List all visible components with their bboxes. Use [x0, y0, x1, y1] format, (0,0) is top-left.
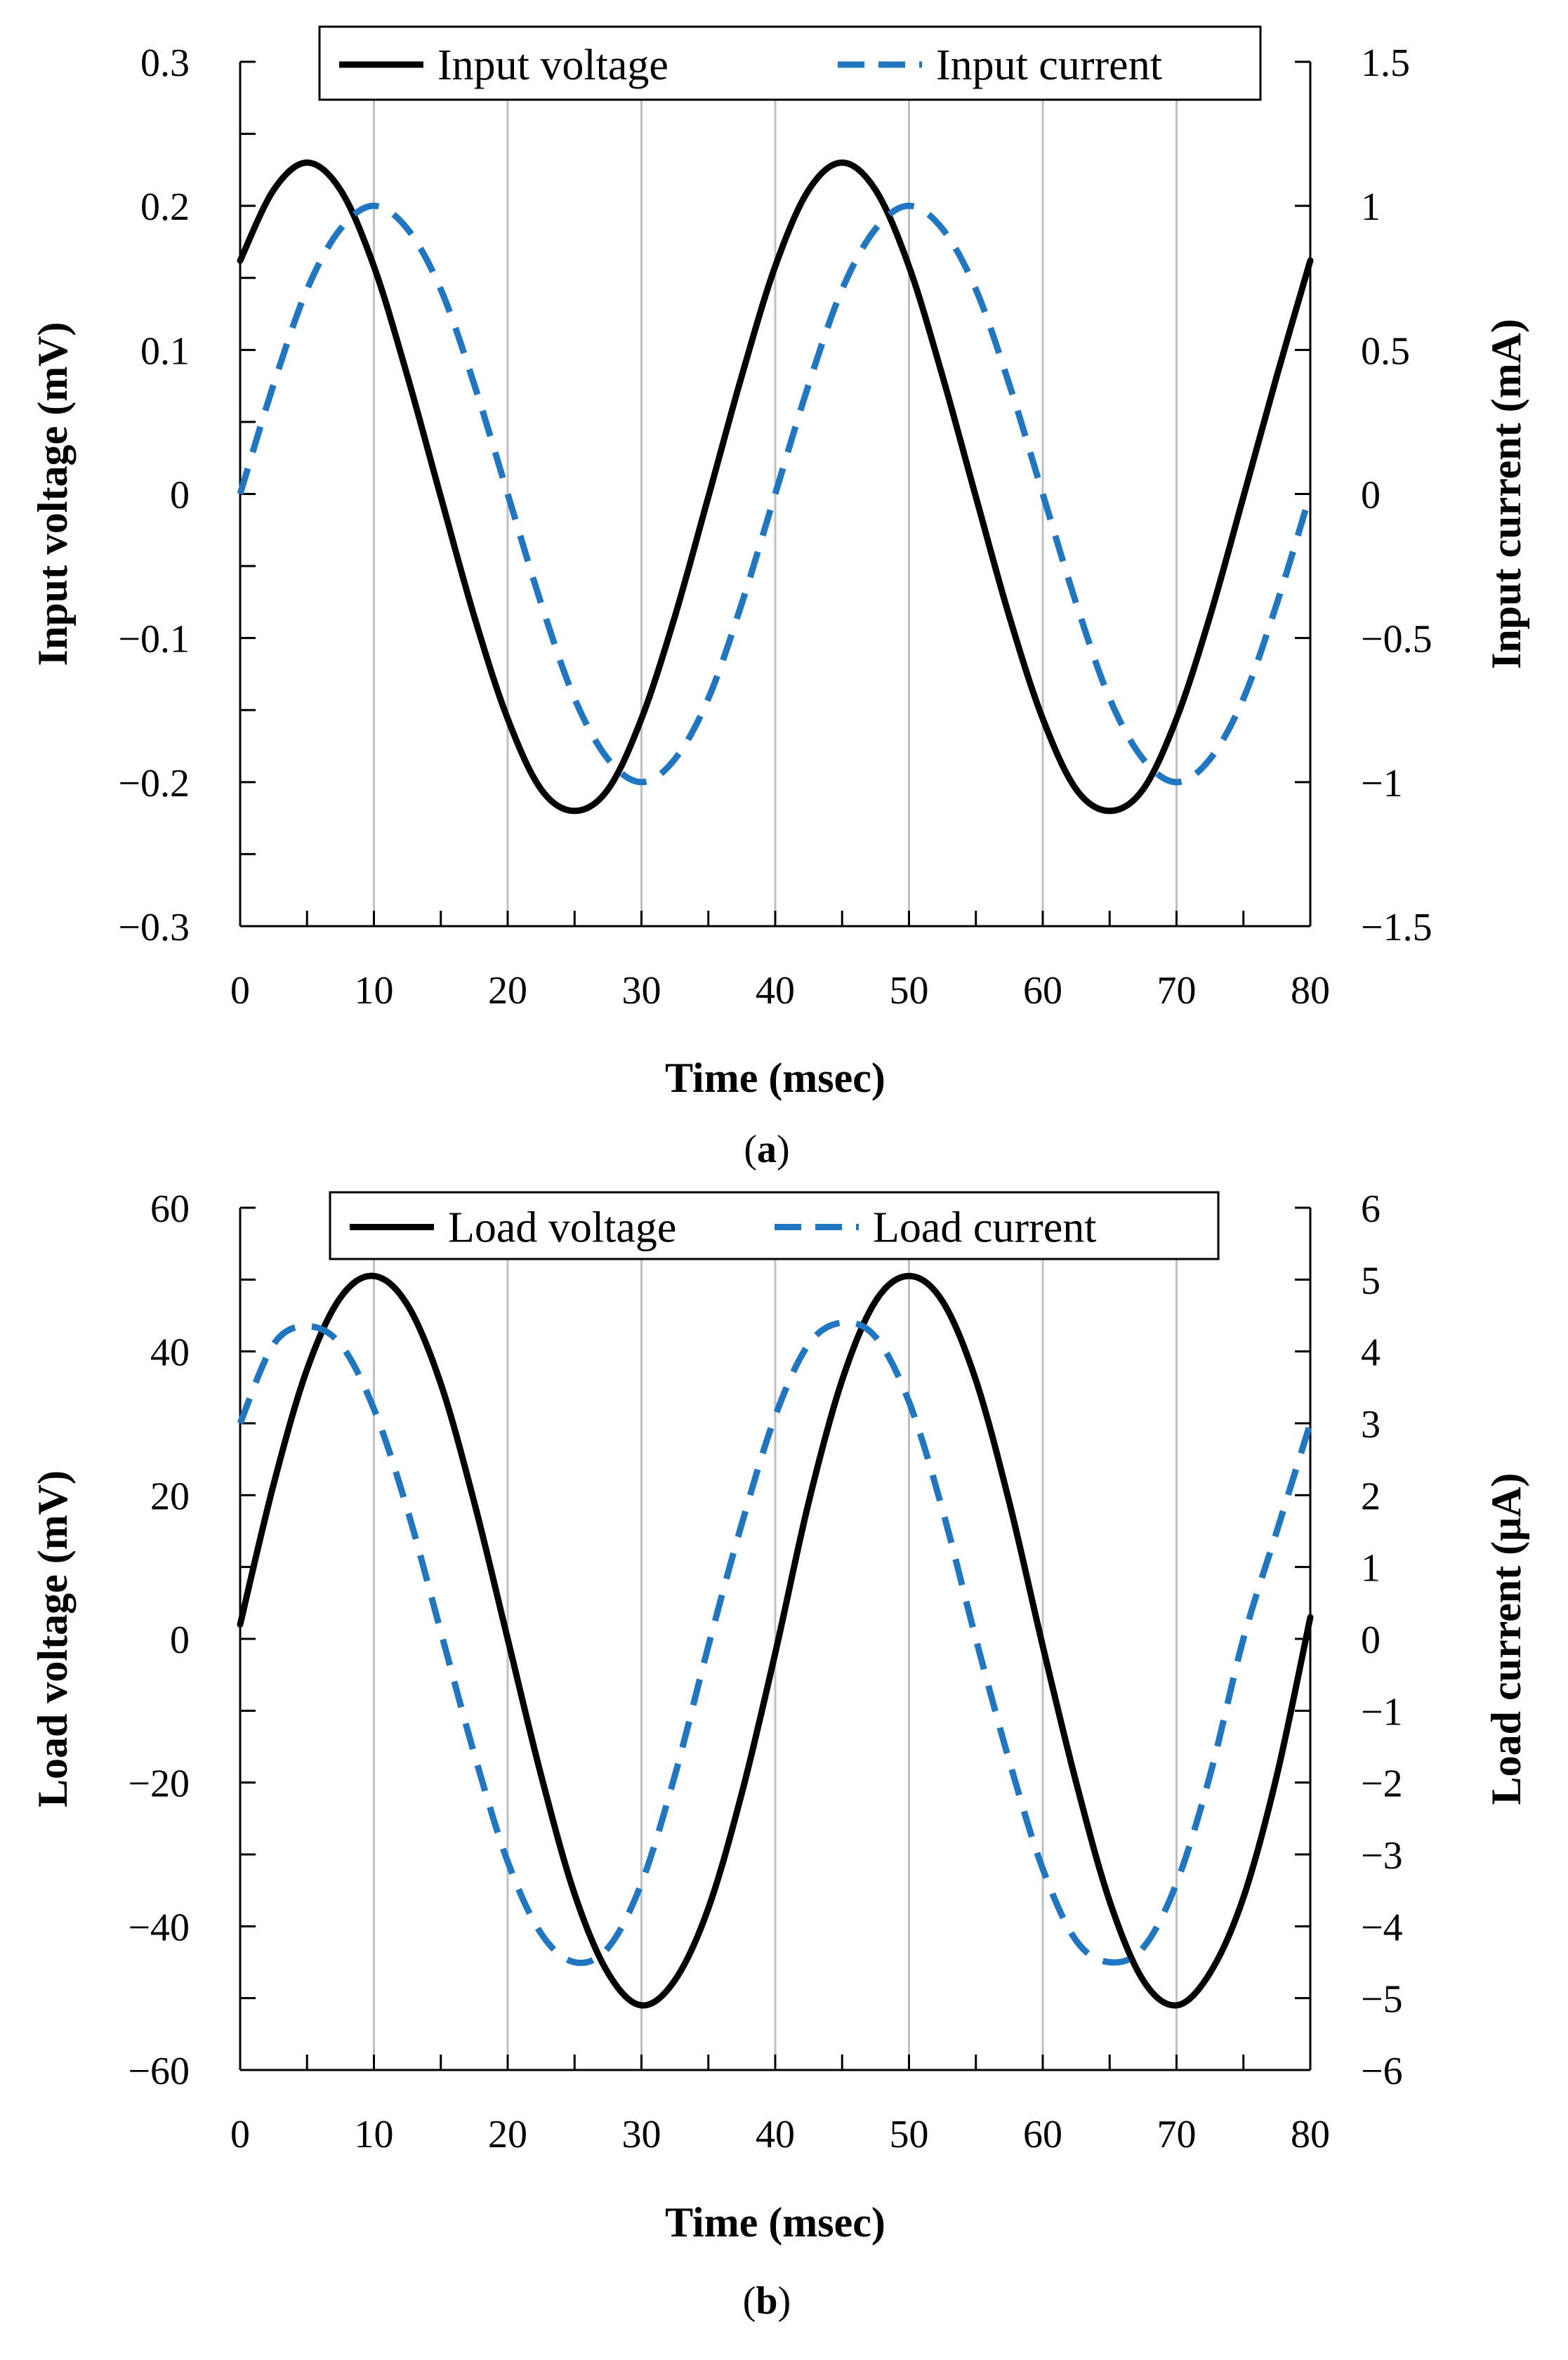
- chart-panel-b: 0 10 20 30 40 50 60 70 806040200−20−40−606543210…: [29, 1187, 1529, 2323]
- y-left-tick-label-b: 40: [150, 1331, 190, 1375]
- panel-caption-b: (b): [743, 2279, 791, 2323]
- y-right-tick-label-b: 1: [1361, 1547, 1381, 1590]
- y-right-tick-label-b: 0: [1361, 1619, 1381, 1662]
- y-left-tick-label-a: −0.3: [118, 906, 190, 949]
- x-tick-label-b: 30: [622, 2113, 661, 2156]
- y-right-tick-label-b: 4: [1361, 1331, 1381, 1375]
- x-tick-label-b: 40: [756, 2113, 795, 2156]
- y-left-tick-label-b: 20: [150, 1475, 190, 1518]
- y-right-tick-label-a: −1: [1361, 762, 1403, 805]
- y-right-axis-title-a: Input current (mA): [1483, 319, 1529, 669]
- legend-box-a: [318, 25, 1262, 101]
- y-left-tick-label-b: −20: [128, 1762, 190, 1806]
- x-tick-label-b: 70: [1157, 2113, 1197, 2156]
- legend-label-b-1: Load current: [873, 1204, 1096, 1252]
- x-tick-label-b: 80: [1291, 2113, 1330, 2156]
- y-left-tick-label-a: 0.1: [140, 329, 190, 373]
- x-tick-label-b: 50: [890, 2113, 929, 2156]
- y-right-axis-title-b: Load current (μA): [1483, 1473, 1529, 1805]
- y-right-tick-label-b: 2: [1361, 1475, 1381, 1518]
- y-right-tick-label-b: −3: [1361, 1834, 1403, 1878]
- y-right-tick-label-a: 1: [1361, 185, 1381, 229]
- y-left-tick-label-a: −0.2: [118, 762, 190, 805]
- y-right-tick-label-a: 0.5: [1361, 329, 1410, 373]
- y-right-tick-label-b: −6: [1361, 2050, 1403, 2093]
- caption-close-b: ): [778, 2279, 791, 2323]
- x-tick-label-a: 70: [1157, 969, 1197, 1013]
- x-tick-label-b: 10: [355, 2113, 394, 2156]
- y-left-tick-label-b: −40: [128, 1906, 190, 1949]
- x-tick-label-a: 10: [355, 969, 394, 1013]
- x-axis-title-a: Time (msec): [665, 1055, 885, 1101]
- caption-letter-a: a: [757, 1128, 777, 1171]
- series-line-a-input-voltage: [237, 159, 1314, 815]
- y-left-tick-label-a: 0.3: [140, 41, 190, 85]
- y-right-tick-label-a: 1.5: [1361, 41, 1410, 85]
- x-tick-label-a: 40: [756, 969, 795, 1013]
- x-tick-label-a: 0: [230, 969, 250, 1013]
- caption-open-a: (: [744, 1128, 757, 1171]
- x-tick-label-b: 0: [230, 2113, 250, 2156]
- legend-label-a-1: Input current: [936, 41, 1162, 89]
- caption-open-b: (: [743, 2279, 756, 2323]
- chart-panel-a: 0 10 20 30 40 50 60 70 800.30.20.10−0.1−0.2−0.31…: [29, 25, 1529, 1171]
- y-left-axis-title-b: Load voltage (mV): [29, 1470, 76, 1807]
- legend-label-b-0: Load voltage: [448, 1204, 676, 1252]
- y-right-tick-label-b: −1: [1361, 1690, 1403, 1734]
- y-left-tick-label-a: 0: [170, 474, 190, 518]
- y-right-tick-label-b: 6: [1361, 1187, 1381, 1231]
- y-left-tick-label-a: −0.1: [118, 618, 190, 661]
- y-right-tick-label-a: 0: [1361, 474, 1381, 518]
- x-axis-title-b: Time (msec): [665, 2199, 885, 2246]
- y-left-tick-label-a: 0.2: [140, 185, 190, 229]
- y-right-tick-label-a: −0.5: [1361, 618, 1432, 661]
- x-tick-label-a: 30: [622, 969, 661, 1013]
- caption-close-a: ): [777, 1128, 790, 1171]
- series-line-b-load-current: [237, 1319, 1314, 1966]
- legend-box-b: [329, 1191, 1220, 1260]
- panel-caption-a: (a): [744, 1128, 789, 1171]
- y-right-tick-label-b: −2: [1361, 1762, 1403, 1806]
- x-tick-label-a: 60: [1023, 969, 1062, 1013]
- series-line-a-input-current: [237, 202, 1314, 786]
- x-tick-label-b: 60: [1023, 2113, 1062, 2156]
- y-right-tick-label-b: −4: [1361, 1906, 1403, 1949]
- caption-letter-b: b: [756, 2279, 777, 2323]
- y-right-tick-label-b: 5: [1361, 1259, 1381, 1303]
- legend-label-a-0: Input voltage: [437, 41, 668, 89]
- x-tick-label-a: 20: [488, 969, 527, 1013]
- y-left-axis-title-a: Input voltage (mV): [29, 322, 76, 666]
- y-left-tick-label-b: −60: [128, 2050, 190, 2093]
- x-tick-label-a: 50: [890, 969, 929, 1013]
- y-right-tick-label-b: 3: [1361, 1403, 1381, 1446]
- series-line-b-load-voltage: [237, 1272, 1314, 2009]
- x-tick-label-a: 80: [1291, 969, 1330, 1013]
- y-right-tick-label-a: −1.5: [1361, 906, 1432, 949]
- y-left-tick-label-b: 60: [150, 1187, 190, 1231]
- y-left-tick-label-b: 0: [170, 1619, 190, 1662]
- y-right-tick-label-b: −5: [1361, 1978, 1403, 2022]
- x-tick-label-b: 20: [488, 2113, 527, 2156]
